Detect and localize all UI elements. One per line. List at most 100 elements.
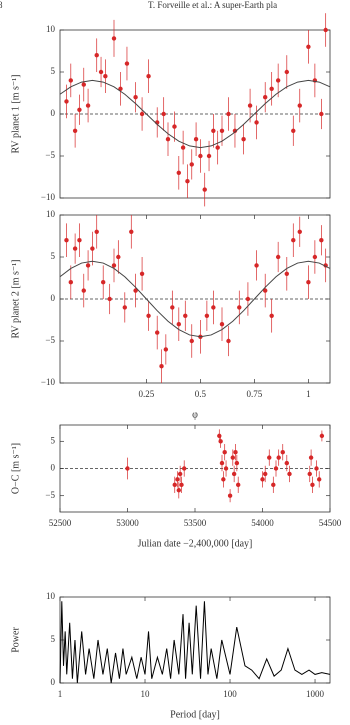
data-point <box>284 460 289 466</box>
data-point <box>232 128 238 133</box>
data-point <box>269 86 274 92</box>
data-point <box>254 263 259 268</box>
data-point <box>172 482 177 488</box>
data-point <box>241 137 246 142</box>
x-tick-label: 54000 <box>251 518 274 528</box>
data-point <box>236 482 241 488</box>
data-point <box>180 145 186 150</box>
data-point <box>189 338 194 344</box>
data-point <box>284 69 289 75</box>
data-point <box>221 477 226 482</box>
x-axis-label: Period [day] <box>170 709 220 720</box>
data-point <box>81 288 86 293</box>
data-point <box>165 137 171 142</box>
y-tick-label: −10 <box>41 192 56 202</box>
data-point <box>72 246 78 251</box>
data-point <box>271 482 276 488</box>
data-point <box>260 477 265 482</box>
data-point <box>176 170 181 175</box>
y-tick-label: −10 <box>41 377 56 387</box>
y-tick-label: −5 <box>45 335 55 345</box>
data-point <box>307 471 312 477</box>
running-title: T. Forveille et al.: A super-Earth pla <box>148 0 277 10</box>
data-point <box>254 120 259 125</box>
page-number: 8 <box>0 0 3 10</box>
data-point <box>77 238 82 243</box>
x-tick-label: 0.75 <box>247 389 263 399</box>
data-point <box>291 128 296 133</box>
data-point <box>223 466 229 471</box>
data-point <box>317 477 322 482</box>
x-tick-label: 53500 <box>184 518 207 528</box>
data-point <box>215 145 220 150</box>
x-axis-label: φ <box>192 409 198 420</box>
data-point <box>64 238 69 243</box>
data-point <box>182 466 187 471</box>
data-point <box>122 305 128 310</box>
x-tick-label: 100 <box>223 689 237 699</box>
data-point <box>306 44 311 49</box>
y-tick-label: 0 <box>51 108 56 118</box>
y-tick-label: 10 <box>46 209 56 219</box>
data-point <box>219 460 225 466</box>
y-tick-label: 10 <box>46 24 56 34</box>
y-axis-label: RV planet 2 [m s⁻¹] <box>10 260 21 339</box>
data-point <box>233 449 238 455</box>
data-point <box>204 313 210 318</box>
data-point <box>275 78 281 83</box>
y-tick-label: 10 <box>46 591 56 601</box>
data-point <box>183 313 188 318</box>
data-point <box>280 449 285 455</box>
x-axis-label: Julian date −2,400,000 [day] <box>138 538 253 549</box>
data-point <box>116 254 121 260</box>
data-point <box>291 238 296 243</box>
data-point <box>111 36 117 41</box>
data-point <box>103 74 108 79</box>
y-tick-label: 5 <box>51 634 56 644</box>
data-point <box>202 187 207 192</box>
data-point <box>146 74 151 79</box>
data-point <box>245 296 251 302</box>
data-point <box>287 471 292 477</box>
data-point <box>176 488 181 493</box>
data-point <box>155 330 160 335</box>
data-point <box>176 322 181 327</box>
data-point <box>319 433 325 439</box>
data-point <box>170 305 175 310</box>
data-point <box>90 246 95 251</box>
data-point <box>185 179 190 184</box>
data-point <box>85 263 91 268</box>
data-point <box>81 82 86 87</box>
data-point <box>297 103 302 108</box>
data-point <box>94 229 99 234</box>
data-point <box>94 53 99 58</box>
x-tick-label: 54500 <box>319 518 342 528</box>
data-point <box>206 153 212 159</box>
data-point <box>189 162 194 167</box>
plot-frame <box>59 596 331 684</box>
data-point <box>234 460 240 466</box>
y-tick-label: 0 <box>51 463 56 473</box>
y-tick-label: 5 <box>51 66 56 76</box>
y-axis-label: O−C [m s⁻¹] <box>10 443 21 494</box>
x-tick-label: 53000 <box>116 518 139 528</box>
data-point <box>297 229 302 234</box>
data-point <box>133 95 138 100</box>
x-tick-label: 52500 <box>49 518 72 528</box>
y-axis-label: RV planet 1 [m s⁻¹] <box>10 75 21 154</box>
data-point <box>139 111 145 117</box>
data-point <box>85 103 91 108</box>
y-axis-label: Power <box>10 627 21 653</box>
data-point <box>310 482 315 488</box>
y-tick-label: −5 <box>45 150 55 160</box>
data-point <box>77 107 82 113</box>
model-curve <box>59 79 331 149</box>
data-point <box>276 455 281 460</box>
data-point <box>198 153 203 159</box>
data-point <box>227 493 233 498</box>
data-point <box>267 455 272 460</box>
x-tick-label: 10 <box>141 689 151 699</box>
data-point <box>237 305 242 310</box>
x-tick-label: 0.5 <box>195 389 207 399</box>
